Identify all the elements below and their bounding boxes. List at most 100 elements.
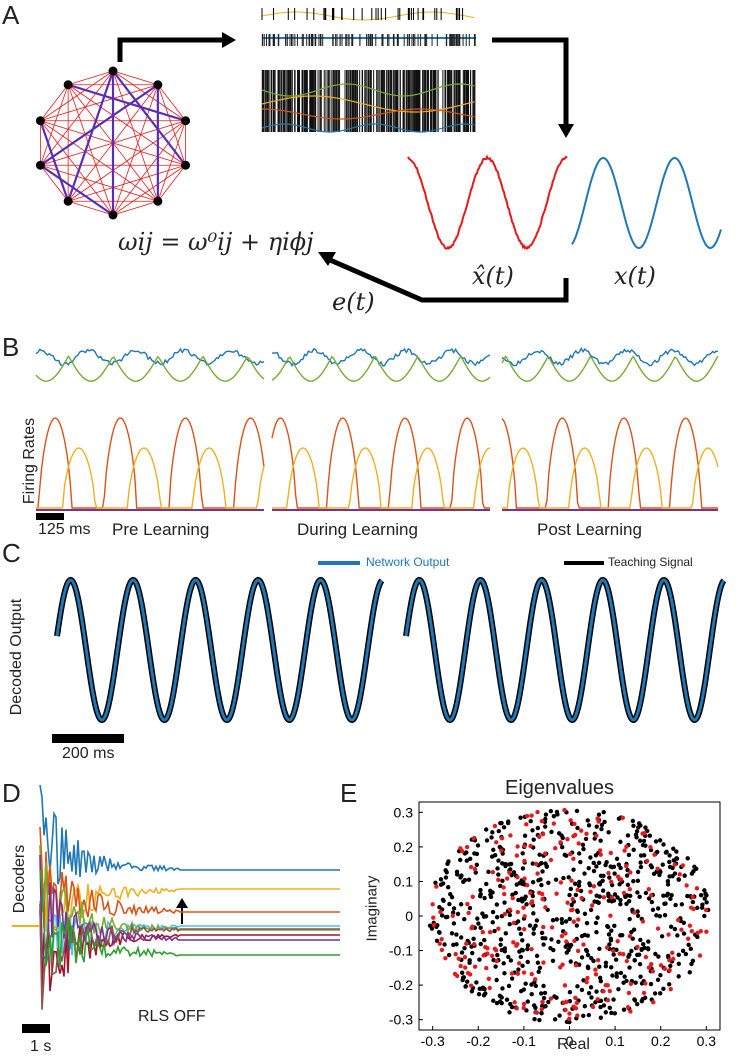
eigenvalue-point (576, 883, 582, 888)
eigenvalue-point (523, 894, 528, 899)
firing-rate-trace (502, 447, 719, 509)
eigenvalue-point (543, 816, 548, 822)
eigenvalue-point (635, 944, 640, 950)
eigenvalue-point (574, 1000, 579, 1006)
eigenvalue-point (648, 981, 654, 987)
eigenvalue-point (589, 903, 595, 908)
eigenvalue-point (604, 860, 609, 865)
eigenvalue-point (437, 904, 442, 910)
eigenvalue-point (537, 1017, 542, 1023)
eigenvalue-point (637, 894, 642, 900)
eigenvalue-point (618, 877, 624, 882)
eigenvalue-point (567, 989, 573, 995)
eigen-axes-box (418, 801, 721, 1031)
eigenvalue-point (476, 921, 481, 926)
eigenvalue-point (614, 974, 619, 979)
network-edge (40, 70, 114, 166)
eigenvalue-point (608, 965, 614, 970)
eigenvalue-point (475, 916, 480, 921)
eigenvalue-point (628, 981, 634, 986)
eigenvalue-point (655, 977, 661, 983)
network-edge (40, 84, 69, 166)
eigenvalue-point (609, 1010, 614, 1016)
eigenvalue-point (524, 813, 530, 819)
eigenvalue-point (502, 900, 507, 905)
eigenvalue-point (601, 989, 606, 994)
x-tick-label: 0.1 (605, 1033, 625, 1049)
eigenvalue-point (470, 950, 475, 956)
eigenvalue-point (446, 952, 452, 958)
eigenvalue-point (569, 878, 574, 883)
eigenvalue-point (496, 858, 501, 863)
eigenvalue-point (542, 990, 548, 996)
eigenvalue-point (489, 953, 495, 959)
eigenvalue-point (683, 951, 689, 957)
eigenvalue-point (471, 936, 476, 942)
strong-edge (39, 83, 159, 167)
eigenvalue-point (533, 1005, 538, 1011)
eigenvalue-point (500, 986, 505, 991)
panel-label-b: B (2, 332, 20, 362)
eigenvalue-point (658, 991, 663, 996)
eigenvalue-point (487, 985, 492, 991)
eigenvalue-point (704, 900, 709, 905)
eigenvalue-point (586, 991, 592, 996)
eigenvalue-point (504, 876, 510, 881)
eigenvalue-point (503, 861, 508, 867)
eigenvalue-point (578, 859, 583, 865)
eigenvalue-point (591, 868, 597, 874)
eigenvalue-point (591, 860, 596, 866)
eigenvalue-point (630, 818, 636, 824)
eigenvalue-point (546, 999, 551, 1005)
eigenvalue-point (667, 859, 672, 865)
eigenvalue-point (681, 931, 687, 936)
panel-label-d: D (2, 778, 21, 808)
eigenvalue-point (624, 893, 630, 898)
eigenvalue-point (466, 877, 472, 882)
eigenvalue-point (459, 950, 465, 955)
eigenvalue-point (627, 952, 632, 957)
eigenvalue-point (553, 845, 558, 851)
eigenvalue-point (430, 902, 435, 907)
eigenvalue-point (575, 908, 580, 913)
eigenvalue-point (680, 863, 686, 868)
eigenvalue-point (493, 964, 498, 969)
eigenvalue-point (523, 981, 528, 986)
eigenvalue-point (478, 941, 483, 947)
d-scalebar (22, 1024, 50, 1033)
eigenvalue-point (611, 997, 616, 1002)
eigenvalue-point (554, 995, 559, 1000)
eigenvalue-point (573, 892, 579, 898)
network-node (153, 196, 163, 206)
eigenvalue-point (646, 965, 652, 970)
eigenvalue-point (564, 950, 569, 955)
eigenvalue-point (445, 885, 451, 890)
eigenvalue-point (657, 914, 663, 919)
eigenvalue-point (677, 872, 682, 877)
firing-rates-ylabel: Firing Rates (21, 417, 38, 505)
eigenvalue-point (585, 975, 590, 981)
eigenvalue-point (668, 924, 674, 929)
eigenvalue-point (442, 942, 447, 947)
eigenvalue-point (602, 819, 607, 825)
eigenvalue-point (629, 948, 634, 954)
eigenvalue-point (667, 874, 672, 879)
eigenvalue-point (542, 851, 548, 856)
eigenvalue-point (568, 959, 573, 964)
arrow-graph-to-spikes (117, 37, 222, 62)
eigenvalue-point (565, 837, 570, 842)
eigenvalue-point (572, 881, 578, 886)
eigenvalue-point (704, 893, 709, 898)
eigenvalue-point (689, 928, 694, 934)
eigenvalue-point (507, 1010, 512, 1015)
eigenvalue-point (458, 846, 463, 851)
eigenvalue-point (533, 1010, 539, 1015)
eigenvalue-point (624, 901, 629, 907)
network-edge (68, 200, 114, 216)
eigenvalue-point (450, 913, 455, 918)
eigenvalue-point (464, 979, 470, 984)
eigenvalue-point (445, 914, 450, 920)
eigenvalue-point (700, 902, 705, 907)
eigenvalue-point (495, 866, 500, 871)
eigenvalue-point (478, 887, 483, 893)
